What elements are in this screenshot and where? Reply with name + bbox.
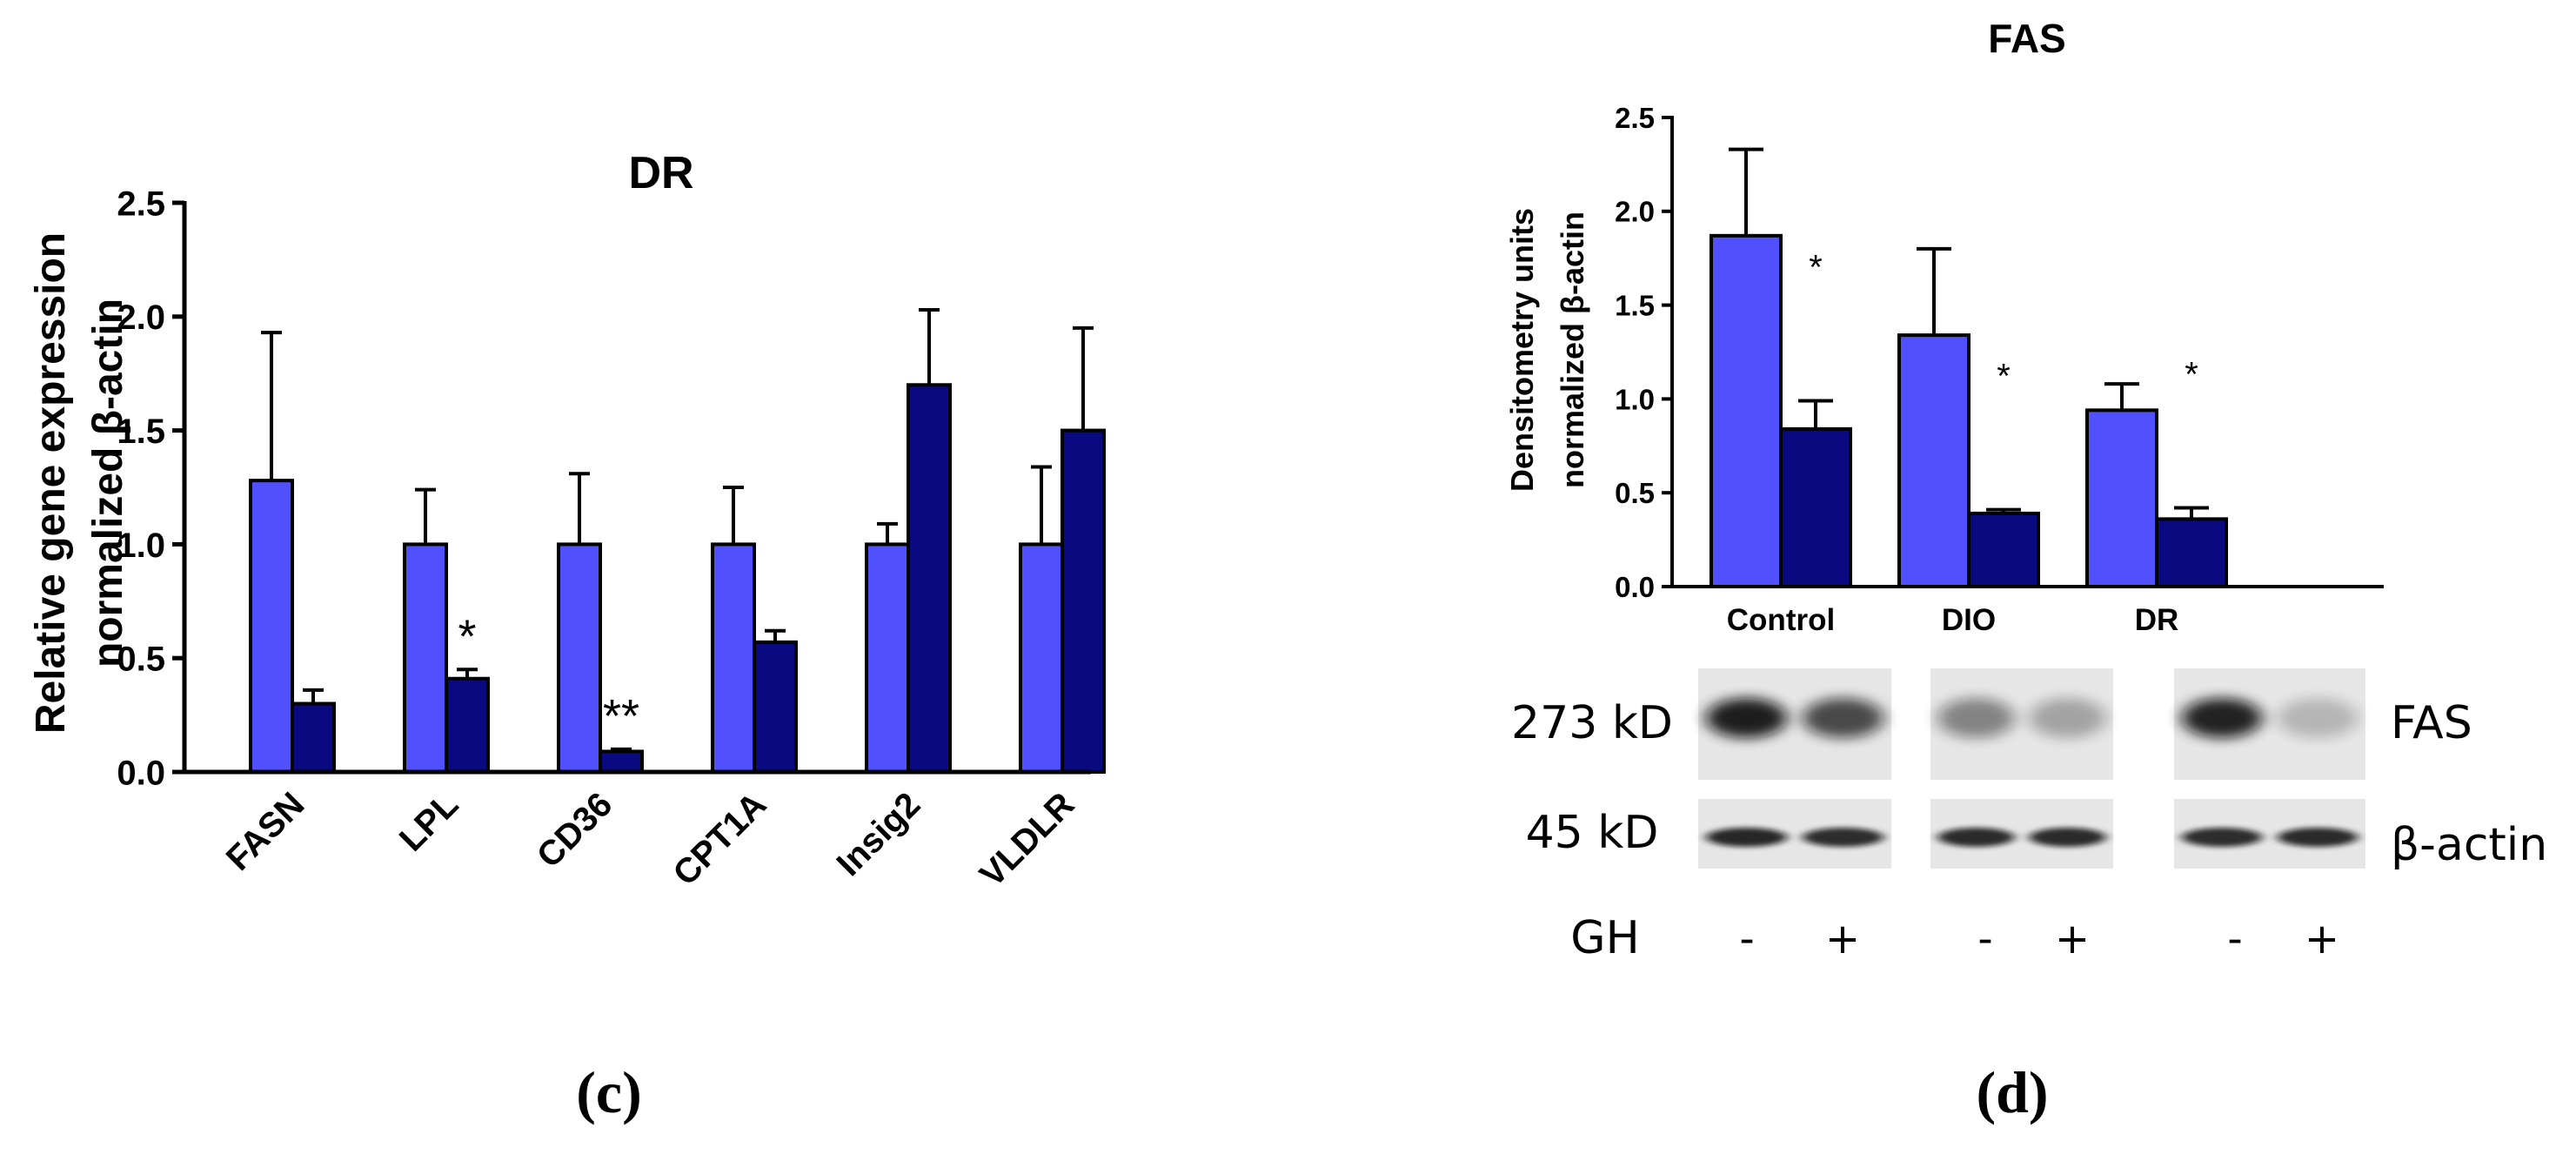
x-tick-label: CPT1A xyxy=(666,785,774,893)
y-tick-label: 1.0 xyxy=(117,527,165,565)
treatment-sign: - xyxy=(1977,915,1992,963)
y-tick-label: 1.5 xyxy=(1615,289,1655,321)
bar xyxy=(557,542,602,775)
chart-c-y-axis: 0.0 0.5 1.0 1.5 2.0 2.5 xyxy=(117,185,187,792)
chart-c-annotations: *** xyxy=(458,610,639,742)
bar xyxy=(249,479,294,774)
chart-d-x-axis: Control DIO DR xyxy=(1672,585,2384,637)
blot-band xyxy=(1705,698,1788,738)
y-tick-label: 2.5 xyxy=(1615,102,1655,134)
panel-label-d: (d) xyxy=(1976,1059,2048,1125)
blot-band xyxy=(1802,698,1884,738)
y-tick-label: 2.0 xyxy=(117,299,165,337)
blot-band xyxy=(1705,828,1788,847)
x-tick-label: Control xyxy=(1727,603,1835,637)
blot-band xyxy=(2181,828,2263,847)
significance-marker: * xyxy=(458,610,476,662)
x-tick-label: FASN xyxy=(219,785,312,878)
treatment-label: GH xyxy=(1570,912,1639,964)
blot-band xyxy=(1937,828,2015,847)
significance-marker: * xyxy=(1809,249,1823,287)
bar xyxy=(753,640,798,774)
bar xyxy=(2155,517,2228,588)
blot-band xyxy=(2277,828,2359,847)
band-size-actin: 45 kD xyxy=(1526,807,1659,859)
blot-band xyxy=(2181,698,2263,738)
chart-c: DR Relative gene expression normalized β… xyxy=(28,148,1106,1125)
blot-band xyxy=(1937,698,2015,738)
bar xyxy=(1779,426,1852,588)
chart-d-bars xyxy=(1710,147,2228,589)
significance-marker: ** xyxy=(603,690,639,742)
y-tick-label: 2.0 xyxy=(1615,196,1655,228)
y-tick-label: 1.0 xyxy=(1615,383,1655,415)
y-tick-label: 1.5 xyxy=(117,413,165,451)
band-protein-fas: FAS xyxy=(2391,697,2472,749)
bar xyxy=(403,542,448,775)
bar xyxy=(1710,233,1783,588)
x-tick-label: CD36 xyxy=(530,785,619,875)
chart-d-ylabel2: normalized β-actin xyxy=(1555,211,1590,488)
chart-c-title: DR xyxy=(628,148,693,198)
treatment-sign: - xyxy=(2227,915,2242,963)
x-tick-label: Insig2 xyxy=(830,785,928,883)
treatment-sign: + xyxy=(1825,915,1860,963)
y-tick-label: 2.5 xyxy=(117,185,165,223)
chart-c-ylabel2: normalized β-actin xyxy=(85,299,131,668)
bar xyxy=(865,542,910,775)
chart-c-bars xyxy=(249,307,1106,775)
chart-d-annotations: * * * xyxy=(1809,249,2198,396)
y-tick-label: 0.0 xyxy=(1615,571,1655,603)
bar xyxy=(291,701,336,775)
x-tick-label: VLDLR xyxy=(973,785,1081,894)
significance-marker: * xyxy=(1997,358,2011,396)
treatment-sign: + xyxy=(2305,915,2339,963)
chart-d: FAS Densitometry units normalized β-acti… xyxy=(1504,16,2547,1125)
bar xyxy=(907,383,952,774)
chart-d-title: FAS xyxy=(1988,16,2065,61)
treatment-sign: + xyxy=(2055,915,2090,963)
significance-marker: * xyxy=(2185,355,2198,393)
bar xyxy=(711,542,756,775)
y-tick-label: 0.5 xyxy=(117,641,165,679)
chart-d-ylabel: Densitometry units xyxy=(1504,208,1540,492)
x-tick-label: LPL xyxy=(392,785,466,859)
treatment-sign: - xyxy=(1739,915,1754,963)
bar xyxy=(445,676,490,775)
y-tick-label: 0.0 xyxy=(117,754,165,792)
chart-c-x-axis: FASN LPL CD36 CPT1A Insig2 VLDLR xyxy=(184,769,1091,895)
bar xyxy=(1019,542,1064,775)
bar xyxy=(1897,333,1970,588)
bar xyxy=(599,749,644,774)
bar xyxy=(1967,511,2040,589)
y-tick-label: 0.5 xyxy=(1615,477,1655,509)
blot-band xyxy=(2029,828,2106,847)
blot-band xyxy=(2277,698,2359,738)
band-protein-actin: β-actin xyxy=(2391,819,2547,871)
blot-band xyxy=(2029,698,2106,738)
band-size-fas: 273 kD xyxy=(1511,697,1673,749)
blot-bands xyxy=(1705,698,2359,847)
x-tick-label: DIO xyxy=(1942,603,1996,637)
treatment-signs: - + - + - + xyxy=(1739,915,2339,963)
chart-c-ylabel: Relative gene expression xyxy=(28,232,74,734)
chart-d-y-axis: 0.0 0.5 1.0 1.5 2.0 2.5 xyxy=(1615,102,1674,603)
panel-label-c: (c) xyxy=(576,1059,641,1125)
blot-band xyxy=(1802,828,1884,847)
western-blot: 273 kD 45 kD FAS β-actin GH - + - + - + xyxy=(1511,668,2547,964)
bar xyxy=(2085,408,2158,588)
x-tick-label: DR xyxy=(2135,603,2179,637)
bar xyxy=(1061,428,1106,774)
